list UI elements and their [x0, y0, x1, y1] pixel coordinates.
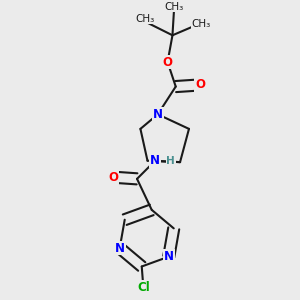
- Text: N: N: [150, 154, 160, 167]
- Text: Cl: Cl: [137, 281, 150, 294]
- Text: CH₃: CH₃: [191, 19, 211, 29]
- Text: N: N: [164, 250, 174, 263]
- Text: CH₃: CH₃: [135, 14, 154, 24]
- Text: H: H: [166, 156, 175, 166]
- Text: O: O: [163, 56, 172, 69]
- Text: N: N: [115, 242, 125, 254]
- Text: N: N: [153, 108, 163, 121]
- Text: CH₃: CH₃: [164, 2, 184, 12]
- Text: O: O: [195, 78, 205, 92]
- Text: O: O: [109, 171, 118, 184]
